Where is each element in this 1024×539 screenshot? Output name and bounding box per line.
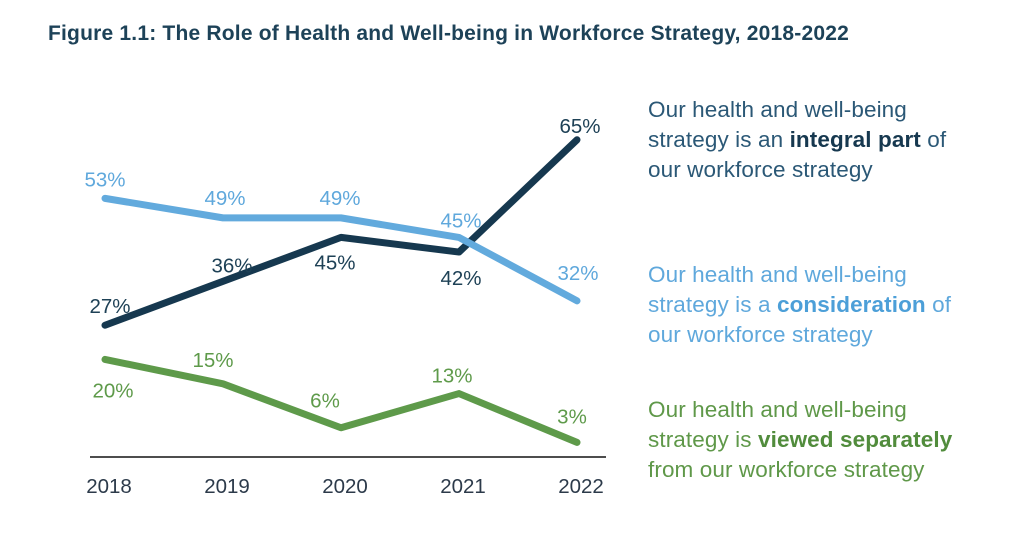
legend-text: Our health and well-being <box>648 262 907 287</box>
data-label-viewed-separately: 13% <box>431 365 472 388</box>
x-axis-label: 2019 <box>204 475 250 498</box>
data-label-consideration: 32% <box>557 262 598 285</box>
x-axis-label: 2021 <box>440 475 486 498</box>
legend-text: strategy is an <box>648 127 790 152</box>
data-label-viewed-separately: 6% <box>310 390 340 413</box>
data-label-integral-part: 42% <box>440 267 481 290</box>
data-label-consideration: 49% <box>319 187 360 210</box>
legend-text: strategy is <box>648 427 758 452</box>
legend-bold-text: integral part <box>789 127 921 152</box>
data-label-consideration: 49% <box>204 187 245 210</box>
x-axis-label: 2020 <box>322 475 368 498</box>
legend-consideration: Our health and well-being strategy is a c… <box>648 260 1013 350</box>
legend-text: our workforce strategy <box>648 322 873 347</box>
figure-title: Figure 1.1: The Role of Health and Well-… <box>48 22 849 45</box>
data-label-viewed-separately: 20% <box>92 379 133 402</box>
legend-text: of <box>920 127 947 152</box>
legend-bold-text: viewed separately <box>758 427 953 452</box>
data-label-integral-part: 45% <box>314 251 355 274</box>
legend-text: Our health and well-being <box>648 397 907 422</box>
x-axis-label: 2018 <box>86 475 132 498</box>
data-label-integral-part: 36% <box>211 254 252 277</box>
legend-text: Our health and well-being <box>648 97 907 122</box>
line-consideration <box>101 194 581 305</box>
legend-integral-part: Our health and well-being strategy is an … <box>648 95 1013 185</box>
data-label-consideration: 53% <box>84 168 125 191</box>
data-label-viewed-separately: 15% <box>192 349 233 372</box>
line-viewed-separately <box>101 355 581 446</box>
data-label-integral-part: 27% <box>89 295 130 318</box>
legend-text: strategy is a <box>648 292 777 317</box>
legend-text: of <box>925 292 952 317</box>
legend-viewed-separately: Our health and well-being strategy is vie… <box>648 395 1013 485</box>
data-label-integral-part: 65% <box>559 115 600 138</box>
data-label-viewed-separately: 3% <box>557 405 587 428</box>
line-integral-part <box>101 136 581 329</box>
legend-text: our workforce strategy <box>648 157 873 182</box>
legend-bold-text: consideration <box>776 292 926 317</box>
data-label-consideration: 45% <box>440 209 481 232</box>
x-axis-label: 2022 <box>558 475 604 498</box>
legend-text: from our workforce strategy <box>648 457 925 482</box>
